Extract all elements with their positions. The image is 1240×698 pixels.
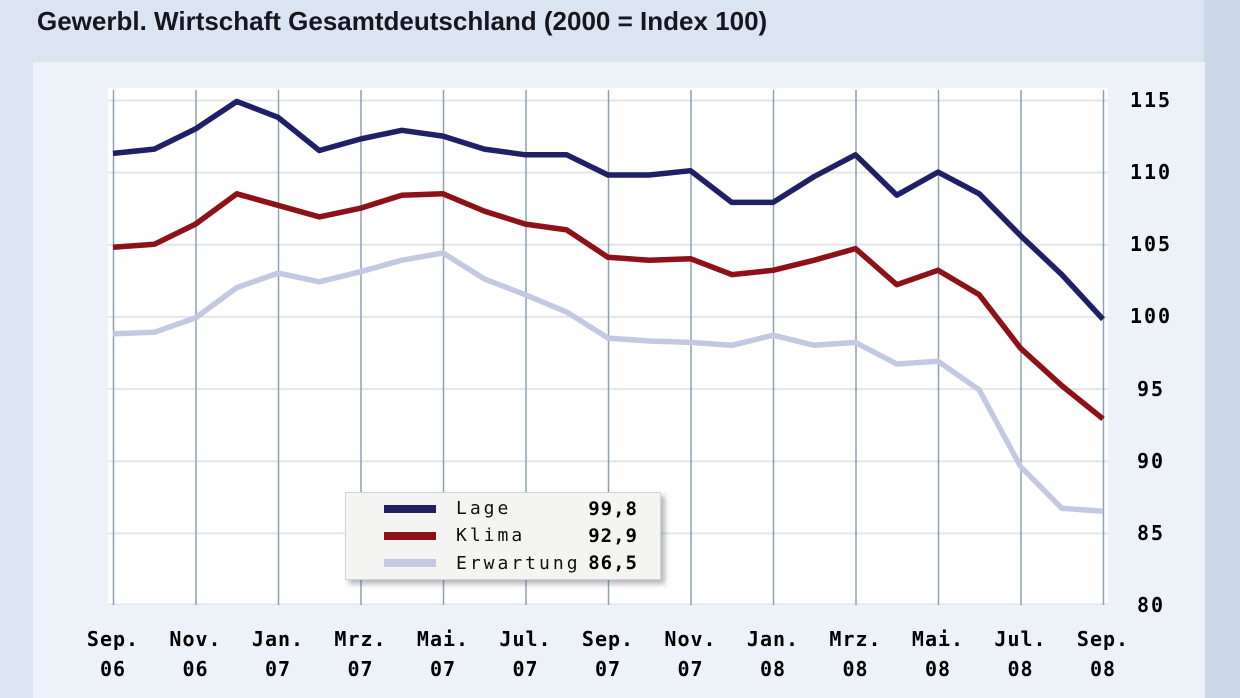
x-tick-month: Mrz. <box>334 627 387 651</box>
x-tick-label: Mrz. 07 <box>319 624 403 684</box>
lage-swatch-icon <box>384 504 436 513</box>
klima-swatch-icon <box>384 531 436 540</box>
x-tick-year: 08 <box>924 657 952 681</box>
y-tick-label: 85 <box>1136 520 1166 545</box>
x-tick-year: 07 <box>594 657 622 681</box>
y-tick-label: 100 <box>1129 304 1173 329</box>
erwartung-swatch-icon <box>384 559 436 568</box>
x-tick-month: Sep. <box>86 627 140 651</box>
x-tick-year: 08 <box>1007 657 1034 681</box>
erwartung-line <box>112 250 1104 514</box>
x-tick-month: Nov. <box>169 627 222 651</box>
x-tick-year: 07 <box>677 657 704 681</box>
x-tick-label: Jan. 08 <box>731 624 815 684</box>
x-tick-label: Jul. 07 <box>484 624 568 684</box>
x-tick-year: 08 <box>842 657 869 681</box>
x-tick-label: Sep. 08 <box>1061 624 1145 684</box>
x-tick-label: Jul. 08 <box>979 624 1063 684</box>
lage-line <box>112 98 1106 322</box>
legend-value-klima: 92,9 <box>588 524 638 547</box>
x-tick-month: Sep. <box>581 627 635 651</box>
legend-label-klima: Klima <box>456 525 526 547</box>
legend-value-erwartung: 86,5 <box>588 552 638 575</box>
x-tick-month: Jan. <box>746 627 800 651</box>
legend-row-erwartung: Erwartung 86,5 <box>346 552 660 575</box>
x-tick-label: Sep. 07 <box>566 624 650 684</box>
y-tick-label: 115 <box>1129 88 1173 112</box>
chart-title: Gewerbl. Wirtschaft Gesamtdeutschland (2… <box>37 6 768 36</box>
x-tick-year: 07 <box>264 657 292 681</box>
legend-box: Lage 99,8 Klima 92,9 Erwartung 86,5 <box>345 492 661 580</box>
x-tick-label: Mai. 08 <box>896 624 980 684</box>
x-tick-year: 07 <box>512 657 539 681</box>
x-tick-year: 06 <box>182 657 209 681</box>
legend-row-lage: Lage 99,8 <box>346 497 660 520</box>
x-tick-month: Sep. <box>1076 627 1130 651</box>
y-tick-label: 95 <box>1136 376 1166 401</box>
chart-panel <box>33 62 1205 698</box>
x-tick-year: 07 <box>347 657 374 681</box>
klima-line <box>112 191 1105 422</box>
x-tick-month: Jul. <box>499 627 552 651</box>
x-tick-year: 07 <box>429 657 457 681</box>
x-tick-month: Nov. <box>664 627 717 651</box>
x-tick-label: Mai. 07 <box>401 624 485 684</box>
x-tick-month: Mrz. <box>829 627 882 651</box>
x-tick-month: Jan. <box>251 627 305 651</box>
x-tick-month: Mai. <box>911 627 965 651</box>
x-tick-month: Jul. <box>994 627 1047 651</box>
x-tick-label: Jan. 07 <box>236 624 320 684</box>
x-tick-year: 06 <box>99 657 127 681</box>
legend-label-lage: Lage <box>456 498 512 520</box>
chart-svg <box>108 90 1108 605</box>
x-tick-year: 08 <box>1089 657 1117 681</box>
x-tick-label: Nov. 07 <box>649 624 733 684</box>
legend-label-erwartung: Erwartung <box>456 552 581 574</box>
x-tick-label: Sep. 06 <box>71 624 155 684</box>
y-tick-label: 105 <box>1129 232 1173 257</box>
y-tick-label: 110 <box>1129 160 1173 185</box>
x-tick-label: Mrz. 08 <box>814 624 898 684</box>
x-tick-label: Nov. 06 <box>154 624 238 684</box>
legend-row-klima: Klima 92,9 <box>346 524 660 547</box>
x-tick-month: Mai. <box>416 627 470 651</box>
y-tick-label: 80 <box>1136 593 1166 617</box>
x-tick-year: 08 <box>759 657 787 681</box>
y-tick-label: 90 <box>1136 448 1166 473</box>
legend-value-lage: 99,8 <box>588 497 638 520</box>
